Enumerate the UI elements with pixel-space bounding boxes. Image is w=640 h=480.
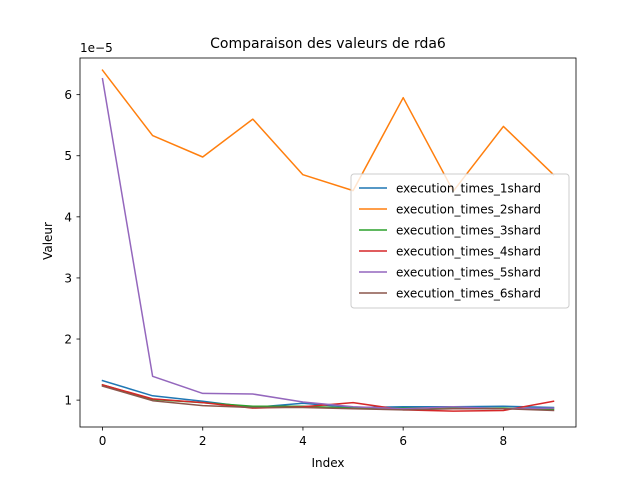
x-tick-label: 8 xyxy=(500,434,508,448)
y-axis-label: Valeur xyxy=(41,222,55,260)
y-tick-label: 4 xyxy=(64,210,72,224)
legend-box xyxy=(350,173,570,309)
legend-label-3: execution_times_3shard xyxy=(396,224,541,238)
chart-title: Comparaison des valeurs de rda6 xyxy=(210,36,446,52)
series-line-5 xyxy=(101,77,555,410)
y-tick-label: 1 xyxy=(64,394,72,408)
x-axis-label: Index xyxy=(311,456,344,470)
axes-frame xyxy=(79,57,577,428)
y-tick-label: 6 xyxy=(64,88,72,102)
x-tick-label: 6 xyxy=(399,434,407,448)
series-line-2 xyxy=(101,69,555,192)
legend-label-1: execution_times_1shard xyxy=(396,182,541,196)
y-tick-label: 5 xyxy=(64,149,72,163)
legend-label-6: execution_times_6shard xyxy=(396,287,541,301)
y-offset-label: 1e−5 xyxy=(80,41,113,55)
x-tick-label: 4 xyxy=(299,434,307,448)
series-layer xyxy=(101,69,555,412)
y-tick-label: 3 xyxy=(64,271,72,285)
legend-label-4: execution_times_4shard xyxy=(396,245,541,259)
x-tick-label: 0 xyxy=(99,434,107,448)
legend-label-2: execution_times_2shard xyxy=(396,203,541,217)
x-tick-label: 2 xyxy=(199,434,207,448)
axes-layer: 0 2 4 6 8 1 2 3 4 5 6 xyxy=(64,57,577,448)
series-line-6 xyxy=(101,385,555,412)
y-tick-label: 2 xyxy=(64,333,72,347)
legend-label-5: execution_times_5shard xyxy=(396,266,541,280)
legend: execution_times_1shard execution_times_2s… xyxy=(350,173,570,309)
